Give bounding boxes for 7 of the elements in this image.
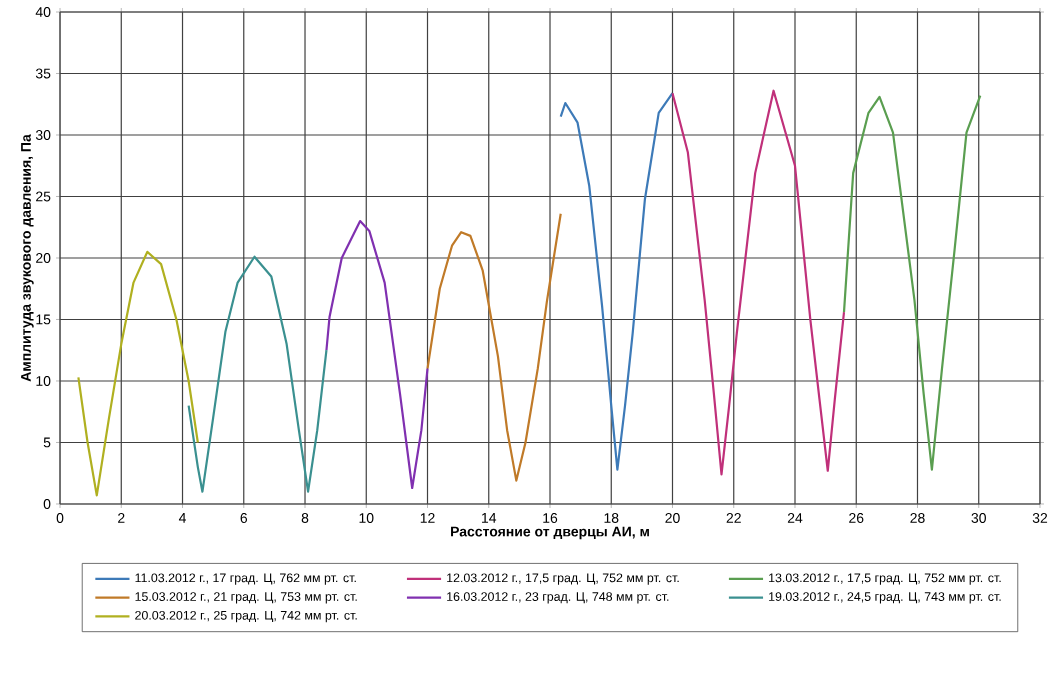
line-series — [325, 219, 429, 490]
line-series — [77, 250, 199, 497]
line-series — [671, 89, 846, 476]
line-series — [426, 212, 562, 482]
line-series — [559, 92, 674, 471]
line-series — [187, 255, 328, 493]
line-series — [842, 94, 982, 471]
